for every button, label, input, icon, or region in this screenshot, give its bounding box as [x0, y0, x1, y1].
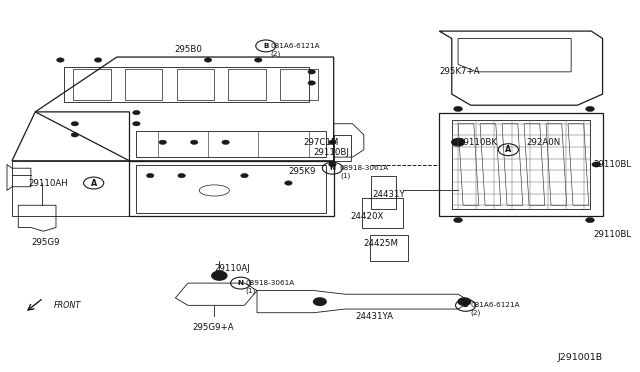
Circle shape — [56, 58, 64, 62]
Text: N: N — [237, 280, 244, 286]
Text: A: A — [505, 145, 511, 154]
Circle shape — [71, 122, 79, 126]
Circle shape — [308, 81, 316, 85]
Circle shape — [71, 133, 79, 137]
Circle shape — [586, 218, 595, 223]
Circle shape — [255, 58, 262, 62]
Text: 295B0: 295B0 — [174, 45, 202, 54]
Text: N: N — [330, 165, 335, 171]
Text: 29110BL: 29110BL — [594, 160, 632, 169]
Circle shape — [212, 271, 227, 280]
Circle shape — [132, 110, 140, 115]
Circle shape — [285, 181, 292, 185]
Text: 081A6-6121A: 081A6-6121A — [271, 43, 321, 49]
Circle shape — [222, 140, 229, 144]
Text: 08918-3061A: 08918-3061A — [246, 280, 295, 286]
Circle shape — [454, 218, 463, 223]
Circle shape — [329, 140, 336, 144]
Text: 081A6-6121A: 081A6-6121A — [470, 302, 520, 308]
Circle shape — [454, 106, 463, 112]
Circle shape — [452, 138, 465, 146]
Text: 295K7+A: 295K7+A — [439, 67, 480, 76]
Text: B: B — [263, 43, 269, 49]
Circle shape — [191, 140, 198, 144]
Circle shape — [308, 70, 316, 74]
Text: 24431YA: 24431YA — [355, 312, 394, 321]
Text: 29110BK: 29110BK — [458, 138, 497, 147]
Circle shape — [458, 298, 470, 305]
Text: 24425M: 24425M — [364, 239, 399, 248]
Circle shape — [329, 162, 336, 167]
Text: 29110AH: 29110AH — [28, 179, 68, 187]
Circle shape — [314, 298, 326, 305]
Text: FRONT: FRONT — [54, 301, 81, 310]
Text: 295K9: 295K9 — [289, 167, 316, 176]
Circle shape — [147, 173, 154, 178]
Text: B: B — [463, 302, 468, 308]
Text: 29110BJ: 29110BJ — [314, 148, 349, 157]
Circle shape — [592, 162, 601, 167]
Circle shape — [241, 173, 248, 178]
Text: 292A0N: 292A0N — [526, 138, 560, 147]
Text: 29110AJ: 29110AJ — [214, 264, 250, 273]
Text: (2): (2) — [470, 310, 481, 316]
Text: (1): (1) — [340, 172, 350, 179]
Circle shape — [159, 140, 166, 144]
Text: 295G9: 295G9 — [31, 238, 60, 247]
Circle shape — [132, 122, 140, 126]
Text: 08918-3061A: 08918-3061A — [340, 165, 389, 171]
Circle shape — [204, 58, 212, 62]
Circle shape — [94, 58, 102, 62]
Text: A: A — [90, 179, 97, 187]
Text: 24420X: 24420X — [350, 212, 383, 221]
Text: 295G9+A: 295G9+A — [192, 323, 234, 332]
Circle shape — [586, 106, 595, 112]
Text: 29110BL: 29110BL — [594, 230, 632, 240]
Text: (1): (1) — [246, 287, 256, 294]
Text: J291001B: J291001B — [557, 353, 603, 362]
Text: 24431Y: 24431Y — [372, 190, 405, 199]
Text: 297C1M: 297C1M — [303, 138, 339, 147]
Circle shape — [178, 173, 186, 178]
Text: (2): (2) — [271, 50, 281, 57]
